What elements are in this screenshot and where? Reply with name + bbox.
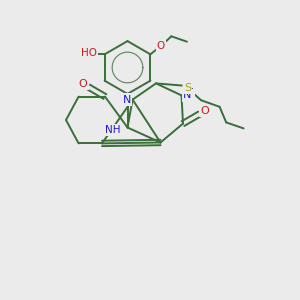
Text: NH: NH xyxy=(105,125,121,135)
Text: N: N xyxy=(122,94,131,105)
Text: O: O xyxy=(157,40,165,51)
Text: N: N xyxy=(183,90,192,100)
Text: S: S xyxy=(184,82,191,93)
Text: HO: HO xyxy=(81,48,97,58)
Text: O: O xyxy=(79,79,88,89)
Text: H: H xyxy=(186,88,194,98)
Text: O: O xyxy=(200,106,209,116)
